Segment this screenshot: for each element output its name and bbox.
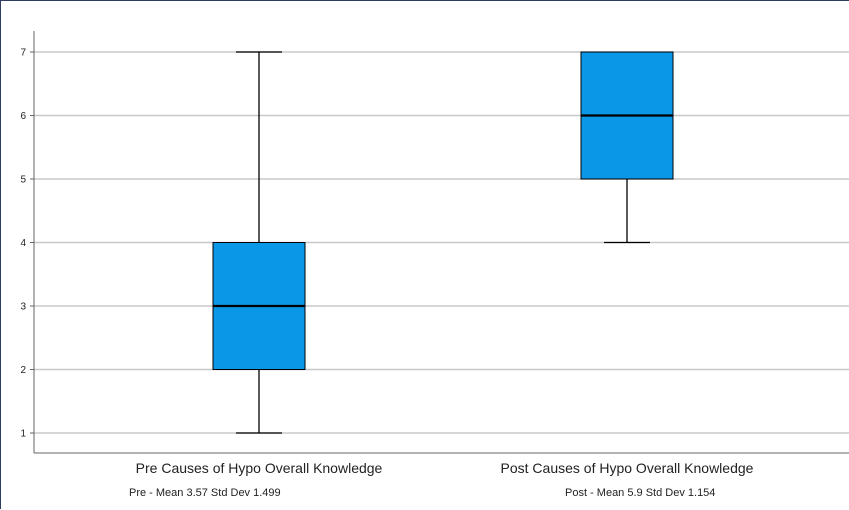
y-tick-label-6: 6 <box>20 111 26 122</box>
y-tick-label-1: 1 <box>20 429 26 440</box>
y-tick-label-3: 3 <box>20 302 26 313</box>
y-tick-label-7: 7 <box>20 48 26 59</box>
pre-category-label: Pre Causes of Hypo Overall Knowledge <box>136 460 383 476</box>
pre-stats-annotation: Pre - Mean 3.57 Std Dev 1.499 <box>129 487 281 499</box>
post-category-label: Post Causes of Hypo Overall Knowledge <box>501 460 754 476</box>
y-tick-label-5: 5 <box>20 175 26 186</box>
y-tick-label-4: 4 <box>20 238 26 249</box>
post-stats-annotation: Post - Mean 5.9 Std Dev 1.154 <box>565 487 716 499</box>
y-tick-label-2: 2 <box>20 365 26 376</box>
